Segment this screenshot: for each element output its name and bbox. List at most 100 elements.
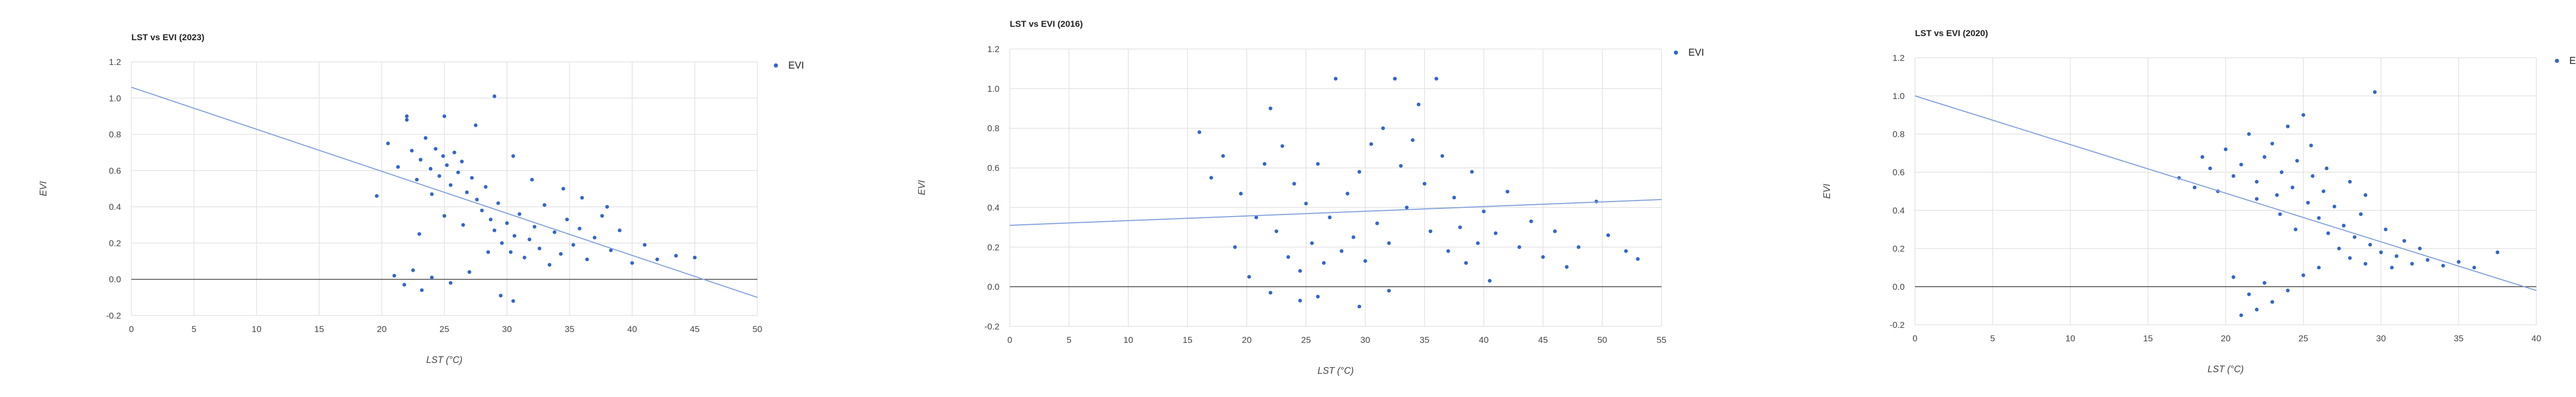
data-point bbox=[630, 261, 634, 265]
y-tick-label: 0.4 bbox=[109, 202, 121, 212]
y-tick-label: 1.2 bbox=[109, 57, 121, 67]
data-point bbox=[1316, 162, 1320, 166]
data-point bbox=[475, 197, 479, 202]
data-point bbox=[2410, 262, 2414, 266]
data-point bbox=[493, 94, 497, 98]
data-point bbox=[1416, 103, 1421, 107]
data-point bbox=[2309, 143, 2313, 147]
data-point bbox=[1446, 249, 1450, 253]
x-tick-label: 25 bbox=[439, 324, 449, 334]
data-point bbox=[2372, 90, 2377, 94]
y-tick-label: -0.2 bbox=[985, 322, 999, 332]
data-point bbox=[1247, 275, 1251, 279]
y-tick-label: 0.8 bbox=[1892, 129, 1905, 139]
data-point bbox=[405, 118, 409, 122]
series-evi-points bbox=[2177, 90, 2500, 318]
legend-label: EVI bbox=[1688, 47, 1704, 58]
data-point bbox=[1381, 126, 1385, 130]
data-point bbox=[609, 248, 613, 253]
data-point bbox=[1387, 241, 1391, 245]
trendline bbox=[131, 87, 758, 298]
data-point bbox=[1594, 200, 1599, 204]
data-point bbox=[1351, 235, 1355, 239]
data-point bbox=[1233, 245, 1237, 249]
data-point bbox=[2326, 231, 2330, 235]
data-point bbox=[1434, 77, 1438, 81]
chart-title: LST vs EVI (2016) bbox=[1010, 19, 1083, 29]
data-point bbox=[452, 151, 456, 155]
data-point bbox=[488, 218, 493, 222]
data-point bbox=[1254, 216, 1258, 220]
data-point bbox=[1333, 77, 1338, 81]
data-point bbox=[1321, 261, 1326, 265]
data-point bbox=[423, 136, 428, 140]
data-point bbox=[2231, 275, 2235, 279]
x-tick-label: 25 bbox=[1301, 335, 1311, 345]
data-point bbox=[449, 183, 453, 187]
data-point bbox=[500, 241, 504, 245]
data-point bbox=[532, 225, 537, 229]
data-point bbox=[1369, 142, 1374, 146]
data-point bbox=[465, 190, 469, 194]
x-tick-label: 5 bbox=[192, 324, 196, 334]
data-point bbox=[674, 254, 678, 258]
grid bbox=[1914, 57, 2537, 325]
data-point bbox=[2275, 193, 2279, 197]
data-point bbox=[430, 192, 434, 196]
data-point bbox=[460, 159, 464, 163]
x-tick-label: 5 bbox=[1066, 335, 1071, 345]
data-point bbox=[2311, 174, 2315, 178]
data-point bbox=[552, 230, 556, 234]
y-tick-label: -0.2 bbox=[106, 311, 121, 321]
data-point bbox=[1209, 176, 1213, 180]
x-tick-label: 40 bbox=[1479, 335, 1489, 345]
data-point bbox=[1328, 216, 1332, 220]
data-point bbox=[2193, 186, 2197, 190]
data-point bbox=[692, 255, 697, 260]
x-axis-label: LST (°C) bbox=[2208, 364, 2244, 374]
data-point bbox=[2231, 174, 2235, 178]
data-point bbox=[1470, 170, 1474, 174]
data-point bbox=[2402, 239, 2406, 243]
data-point bbox=[2301, 113, 2306, 117]
data-point bbox=[2224, 147, 2228, 152]
data-point bbox=[484, 185, 488, 189]
y-tick-label: 0.4 bbox=[1892, 206, 1905, 216]
data-point bbox=[499, 293, 503, 297]
data-point bbox=[2352, 235, 2357, 239]
data-point bbox=[1221, 154, 1225, 158]
x-axis-label: LST (°C) bbox=[426, 355, 462, 365]
data-point bbox=[470, 176, 474, 180]
data-point bbox=[505, 221, 509, 225]
data-point bbox=[2200, 155, 2205, 159]
y-tick-label: 0.0 bbox=[987, 282, 999, 292]
data-point bbox=[2301, 273, 2306, 277]
x-tick-label: 55 bbox=[1657, 335, 1667, 345]
y-axis-label: EVI bbox=[917, 180, 927, 195]
legend-label: EVI bbox=[2569, 56, 2576, 67]
data-point bbox=[2247, 132, 2251, 136]
data-point bbox=[1316, 294, 1320, 299]
data-point bbox=[2255, 179, 2259, 184]
data-point bbox=[1239, 191, 1243, 196]
data-point bbox=[473, 123, 478, 127]
data-point bbox=[1464, 261, 1468, 265]
data-point bbox=[2441, 263, 2445, 268]
data-point bbox=[2321, 189, 2326, 193]
data-point bbox=[1487, 279, 1492, 283]
data-point bbox=[1298, 269, 1302, 273]
data-point bbox=[2317, 216, 2321, 220]
data-point bbox=[1553, 229, 1557, 234]
data-point bbox=[530, 177, 534, 182]
data-point bbox=[1404, 205, 1409, 210]
data-point bbox=[2363, 262, 2367, 266]
data-point bbox=[509, 250, 513, 254]
x-tick-label: 20 bbox=[377, 324, 387, 334]
legend-label: EVI bbox=[788, 60, 804, 71]
y-tick-label: 1.0 bbox=[109, 93, 121, 103]
y-tick-label: 0.0 bbox=[109, 275, 121, 285]
data-point bbox=[461, 223, 465, 227]
x-tick-label: 40 bbox=[628, 324, 637, 334]
data-point bbox=[585, 257, 589, 261]
data-point bbox=[1606, 233, 1611, 237]
